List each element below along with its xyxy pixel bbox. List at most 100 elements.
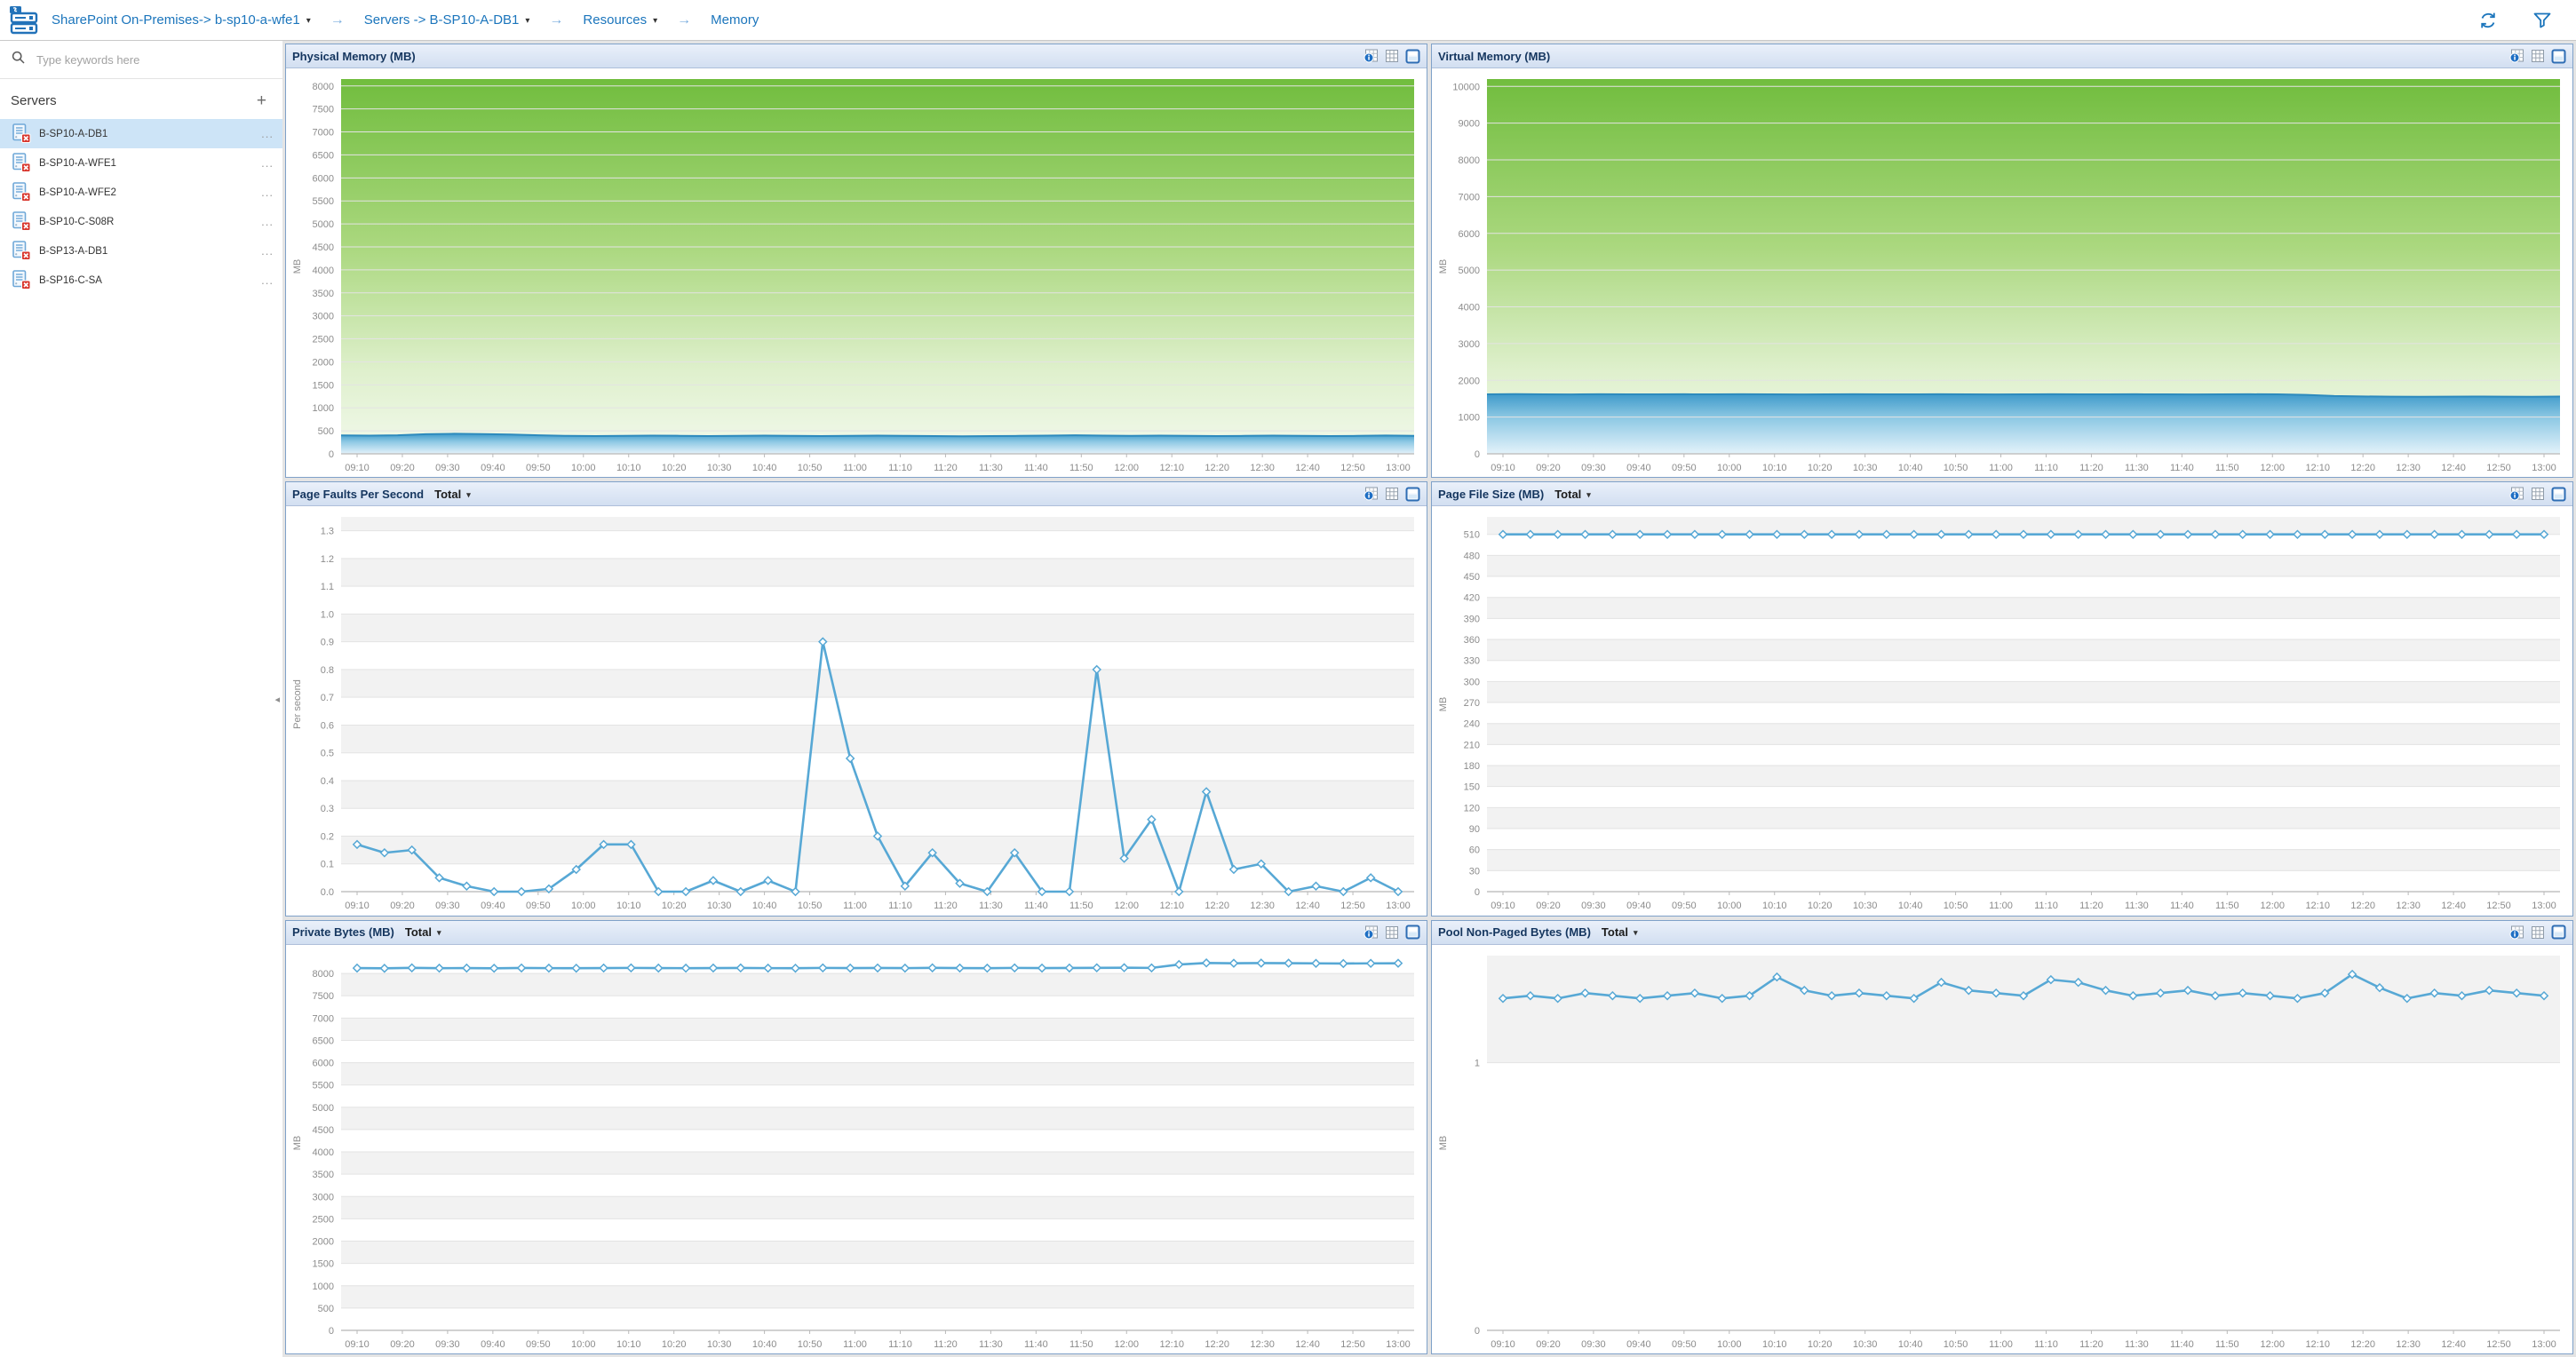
x-tick-label: 12:20 [1205, 901, 1229, 911]
panel-toolbar [2509, 925, 2566, 940]
chart-virtual-memory: 0 1000 2000 3000 4000 5000 6000 7000 8000 9000 100… [1438, 79, 2561, 473]
row-menu-ellipsis[interactable]: ... [261, 274, 274, 287]
chevron-down-icon: ▾ [1634, 928, 1638, 938]
x-tick-label: 12:10 [2305, 1339, 2330, 1350]
x-tick-label: 12:50 [2486, 463, 2511, 473]
chart-area: 0.0 0.1 0.2 0.3 0.4 0.5 0.6 0.7 0.8 0.9 1.0 1.1 1.2 1… [286, 506, 1427, 915]
search-icon [11, 50, 27, 70]
maximize-icon[interactable] [1405, 487, 1420, 502]
breadcrumb-item-resources[interactable]: Resources ▾ [583, 12, 657, 28]
y-tick-label: 4500 [313, 1125, 334, 1136]
series-selector-dropdown[interactable]: Total ▾ [1554, 488, 1591, 501]
breadcrumb-item-memory[interactable]: Memory [711, 12, 759, 28]
series-selector-dropdown[interactable]: Total ▾ [405, 925, 441, 939]
panel-title: Private Bytes (MB) [292, 925, 394, 940]
maximize-icon[interactable] [1405, 49, 1420, 64]
data-grid-icon[interactable] [2531, 487, 2545, 501]
filter-icon[interactable] [2532, 10, 2553, 31]
sidebar-collapse-handle[interactable]: ◂ [274, 694, 280, 705]
server-list-item[interactable]: B-SP10-A-WFE2... [0, 178, 282, 207]
x-tick-label: 09:20 [390, 463, 415, 473]
series-selector-dropdown[interactable]: Total ▾ [1602, 925, 1638, 939]
search-input[interactable] [35, 52, 260, 67]
x-tick-label: 11:30 [2125, 1339, 2149, 1350]
maximize-icon[interactable] [2551, 487, 2566, 502]
row-menu-ellipsis[interactable]: ... [261, 127, 274, 140]
x-tick-label: 11:00 [843, 463, 867, 473]
x-tick-label: 11:50 [1069, 1339, 1093, 1350]
y-tick-label: 240 [1464, 719, 1480, 730]
server-list-item[interactable]: B-SP10-C-S08R... [0, 207, 282, 236]
row-menu-ellipsis[interactable]: ... [261, 156, 274, 170]
y-tick-label: 0.7 [321, 694, 334, 704]
breadcrumb-item-server[interactable]: Servers -> B-SP10-A-DB1 ▾ [364, 12, 530, 28]
chart-area: 0 1000 2000 3000 4000 5000 6000 7000 8000 9000 100… [1432, 68, 2572, 477]
y-tick-label: 1.1 [321, 582, 334, 592]
x-tick-label: 11:20 [2079, 901, 2103, 911]
x-tick-label: 12:20 [2350, 901, 2375, 911]
server-list-item[interactable]: B-SP10-A-DB1... [0, 119, 282, 148]
server-list-item[interactable]: B-SP10-A-WFE1... [0, 148, 282, 178]
x-tick-label: 12:50 [1340, 463, 1365, 473]
data-grid-icon[interactable] [1385, 487, 1399, 501]
chart-area: 0 1 MB 09:10 09:20 09:30 09:40 09:50 10:00 10:10 1… [1432, 945, 2572, 1353]
chart-details-icon[interactable] [2509, 925, 2524, 940]
y-tick-label: 510 [1464, 530, 1480, 541]
chart-details-icon[interactable] [2509, 487, 2524, 501]
refresh-icon[interactable] [2477, 9, 2500, 32]
x-tick-label: 10:00 [571, 1339, 596, 1350]
x-tick-label: 09:10 [1491, 1339, 1515, 1350]
add-server-button[interactable]: + [253, 92, 270, 109]
server-list-item[interactable]: B-SP13-A-DB1... [0, 236, 282, 266]
y-tick-label: 500 [318, 426, 334, 437]
x-tick-label: 10:20 [662, 1339, 687, 1350]
maximize-icon[interactable] [2551, 49, 2566, 64]
data-grid-icon[interactable] [2531, 925, 2545, 940]
y-tick-label: 3500 [313, 289, 334, 299]
x-tick-label: 11:20 [934, 463, 958, 473]
data-grid-icon[interactable] [1385, 925, 1399, 940]
panel-title: Virtual Memory (MB) [1438, 49, 1551, 63]
y-tick-label: 7000 [313, 1013, 334, 1024]
topbar-actions [2477, 9, 2553, 32]
row-menu-ellipsis[interactable]: ... [261, 186, 274, 199]
panel-toolbar [2509, 487, 2566, 502]
breadcrumb-item-dashboard[interactable]: SharePoint On-Premises-> b-sp10-a-wfe1 ▾ [52, 12, 311, 28]
x-tick-label: 10:40 [1898, 901, 1923, 911]
y-tick-label: 2500 [313, 335, 334, 345]
y-axis-label: MB [1438, 697, 1449, 712]
x-tick-label: 11:10 [2034, 463, 2058, 473]
panel-physical-memory: Physical Memory (MB) 0 500 1000 1500 2000 250… [285, 44, 1427, 479]
chart-details-icon[interactable] [1364, 925, 1379, 940]
x-tick-label: 09:30 [1581, 463, 1606, 473]
chart-page-file-size: 0 30 60 90 120 150 180 210 240 270 300 330 360 390 420… [1438, 517, 2560, 911]
x-tick-label: 12:30 [1250, 463, 1275, 473]
data-grid-icon[interactable] [2531, 49, 2545, 63]
y-tick-label: 90 [1469, 824, 1480, 835]
x-tick-label: 13:00 [1386, 463, 1411, 473]
x-tick-label: 10:40 [752, 1339, 777, 1350]
y-tick-label: 8000 [313, 82, 334, 92]
panel-title: Pool Non-Paged Bytes (MB) [1438, 925, 1591, 940]
panel-page-faults: Page Faults Per Second Total ▾ 0.0 0.1 0.2 0.… [285, 481, 1427, 917]
server-list-item[interactable]: B-SP16-C-SA... [0, 266, 282, 295]
maximize-icon[interactable] [1405, 925, 1420, 940]
data-grid-icon[interactable] [1385, 49, 1399, 63]
series-selector-dropdown[interactable]: Total ▾ [434, 488, 471, 501]
chart-details-icon[interactable] [1364, 49, 1379, 63]
panel-toolbar [2509, 49, 2566, 64]
x-tick-label: 09:20 [1536, 463, 1561, 473]
x-tick-label: 10:30 [1853, 1339, 1878, 1350]
maximize-icon[interactable] [2551, 925, 2566, 940]
x-tick-label: 12:00 [2260, 463, 2285, 473]
x-tick-label: 12:40 [2441, 463, 2466, 473]
chart-details-icon[interactable] [1364, 487, 1379, 501]
x-tick-label: 09:10 [345, 463, 370, 473]
y-tick-label: 270 [1464, 698, 1480, 709]
row-menu-ellipsis[interactable]: ... [261, 244, 274, 258]
row-menu-ellipsis[interactable]: ... [261, 215, 274, 228]
chart-details-icon[interactable] [2509, 49, 2524, 63]
x-tick-label: 10:50 [1944, 901, 1968, 911]
panel-toolbar [1364, 487, 1420, 502]
x-tick-label: 10:50 [1944, 1339, 1968, 1350]
